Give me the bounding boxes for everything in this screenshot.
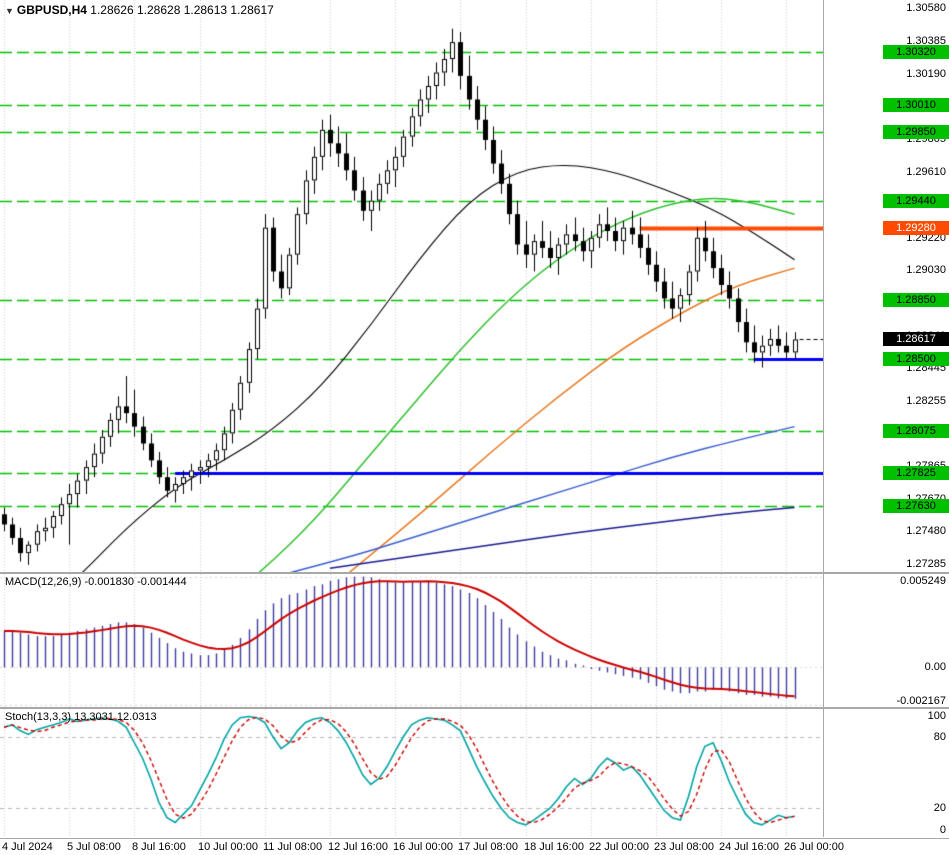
chart-title: ▼ GBPUSD,H4 1.28626 1.28628 1.28613 1.286… — [5, 3, 274, 17]
time-axis-label: 8 Jul 16:00 — [132, 841, 186, 853]
time-axis-label: 22 Jul 00:00 — [589, 841, 649, 853]
panel-separator[interactable] — [0, 572, 949, 574]
stoch-axis-tick: 20 — [933, 802, 946, 814]
resistance-price-badge: 1.29280 — [883, 221, 949, 235]
level-price-badge: 1.28075 — [883, 424, 949, 438]
level-price-badge: 1.28850 — [883, 293, 949, 307]
macd-panel: MACD(12,26,9) -0.001830 -0.001444 — [0, 574, 823, 707]
macd-axis-tick: -0.002167 — [896, 695, 946, 707]
macd-axis[interactable]: 0.005249 0.00 -0.002167 — [824, 574, 949, 707]
macd-label: MACD(12,26,9) -0.001830 -0.001444 — [5, 576, 187, 588]
price-axis-tick: 1.28255 — [906, 395, 946, 407]
stochastic-label: Stoch(13,3,3) 13.3031 12.0313 — [5, 711, 157, 723]
time-axis-label: 4 Jul 2024 — [2, 841, 53, 853]
panel-separator[interactable] — [0, 707, 949, 709]
price-axis[interactable]: 1.305801.303851.301901.299951.298051.296… — [824, 0, 949, 572]
main-chart-panel: ▼ GBPUSD,H4 1.28626 1.28628 1.28613 1.286… — [0, 0, 823, 572]
time-axis-label: 16 Jul 00:00 — [393, 841, 453, 853]
level-price-badge: 1.27825 — [883, 466, 949, 480]
macd-chart-canvas[interactable] — [0, 574, 823, 707]
time-axis-label: 17 Jul 08:00 — [458, 841, 518, 853]
symbol-period-label: GBPUSD,H4 — [16, 3, 87, 17]
level-price-badge: 1.30010 — [883, 98, 949, 112]
current-price-badge: 1.28617 — [883, 332, 949, 346]
stoch-axis-tick: 0 — [939, 824, 946, 836]
level-price-badge: 1.28500 — [883, 352, 949, 366]
price-axis-tick: 1.27285 — [906, 558, 946, 570]
time-axis-label: 23 Jul 08:00 — [654, 841, 714, 853]
time-axis[interactable]: 4 Jul 2024 5 Jul 08:00 8 Jul 16:00 10 Jul 0… — [0, 838, 949, 855]
macd-axis-tick: 0.00 — [924, 661, 946, 673]
level-price-badge: 1.27630 — [883, 499, 949, 513]
stochastic-axis[interactable]: 100 80 20 0 — [824, 709, 949, 836]
time-axis-label: 18 Jul 16:00 — [524, 841, 584, 853]
stoch-axis-tick: 80 — [933, 731, 946, 743]
level-price-badge: 1.30320 — [883, 45, 949, 59]
price-axis-tick: 1.27480 — [906, 525, 946, 537]
price-axis-tick: 1.30385 — [906, 35, 946, 47]
time-axis-label: 11 Jul 08:00 — [263, 841, 323, 853]
time-axis-label: 26 Jul 00:00 — [784, 841, 844, 853]
time-axis-label: 24 Jul 16:00 — [719, 841, 779, 853]
stoch-axis-tick: 100 — [927, 710, 946, 722]
symbol-dropdown-icon[interactable]: ▼ — [5, 6, 14, 16]
axis-divider — [823, 0, 824, 837]
level-price-badge: 1.29440 — [883, 194, 949, 208]
ohlc-values: 1.28626 1.28628 1.28613 1.28617 — [90, 3, 274, 17]
time-axis-label: 5 Jul 08:00 — [67, 841, 121, 853]
stochastic-chart-canvas[interactable] — [0, 709, 823, 836]
price-axis-tick: 1.30580 — [906, 2, 946, 14]
price-chart-canvas[interactable] — [0, 0, 823, 572]
time-axis-label: 12 Jul 16:00 — [328, 841, 388, 853]
macd-axis-tick: 0.005249 — [900, 575, 946, 587]
time-axis-label: 10 Jul 00:00 — [198, 841, 258, 853]
price-axis-tick: 1.29220 — [906, 232, 946, 244]
price-axis-tick: 1.29030 — [906, 264, 946, 276]
price-axis-tick: 1.30190 — [906, 68, 946, 80]
price-axis-tick: 1.29610 — [906, 166, 946, 178]
stochastic-panel: Stoch(13,3,3) 13.3031 12.0313 — [0, 709, 823, 836]
level-price-badge: 1.29850 — [883, 125, 949, 139]
